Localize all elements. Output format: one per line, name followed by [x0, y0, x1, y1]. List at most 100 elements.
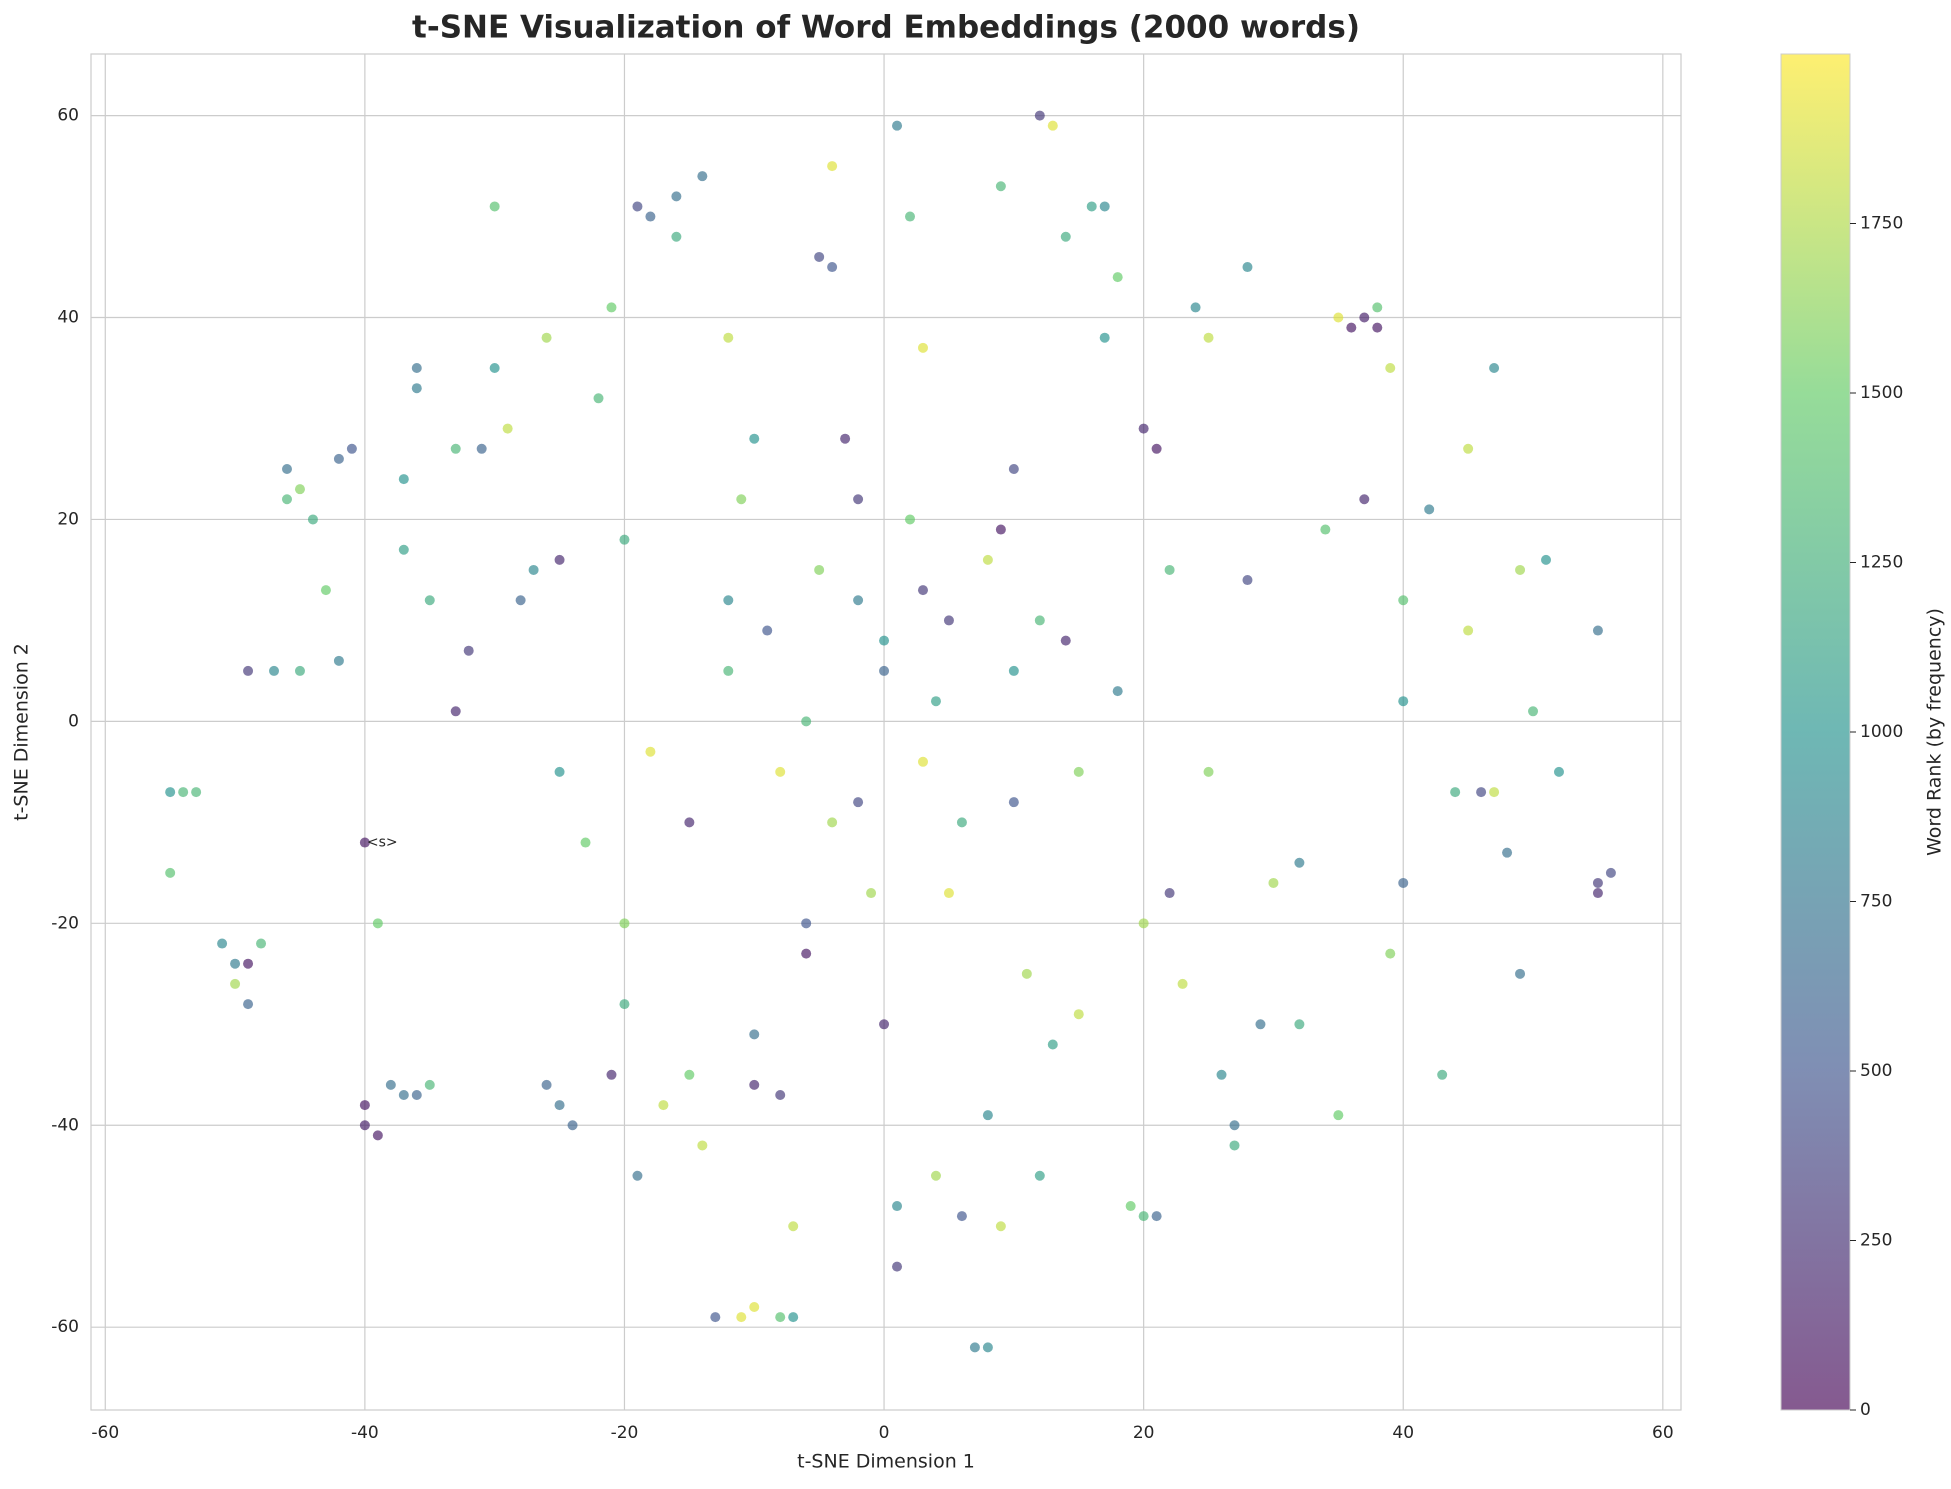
point [723, 332, 734, 343]
point [1424, 504, 1435, 515]
point [736, 494, 747, 505]
point [1216, 1069, 1227, 1080]
point [917, 342, 928, 353]
point [697, 1140, 708, 1151]
point [840, 433, 851, 444]
point [593, 393, 604, 404]
point [528, 564, 539, 575]
point [1138, 423, 1149, 434]
point [294, 665, 305, 676]
point [320, 585, 331, 596]
point [736, 1312, 747, 1323]
point [1034, 110, 1045, 121]
point [450, 706, 461, 717]
point [1592, 877, 1603, 888]
point [281, 494, 292, 505]
point [1125, 1201, 1136, 1212]
point [892, 1201, 903, 1212]
point [398, 1089, 409, 1100]
point [269, 665, 280, 676]
point [398, 474, 409, 485]
point [995, 524, 1006, 535]
point [619, 999, 630, 1010]
point [346, 443, 357, 454]
point [671, 231, 682, 242]
y-tick-label: 40 [57, 308, 79, 328]
point [943, 888, 954, 899]
point [775, 766, 786, 777]
x-tick-label: 60 [1652, 1423, 1674, 1443]
point [723, 665, 734, 676]
point [1553, 766, 1564, 777]
point [1515, 968, 1526, 979]
point [995, 1221, 1006, 1232]
point [1346, 322, 1357, 333]
y-axis-label: t-SNE Dimension 2 [11, 643, 33, 821]
point [1398, 877, 1409, 888]
point [723, 595, 734, 606]
point [606, 1069, 617, 1080]
point [1164, 564, 1175, 575]
point [917, 585, 928, 596]
point [658, 1100, 669, 1111]
point [1229, 1140, 1240, 1151]
point [1294, 857, 1305, 868]
point [1112, 686, 1123, 697]
point [1008, 665, 1019, 676]
point [606, 302, 617, 313]
point [1112, 272, 1123, 283]
point [710, 1312, 721, 1323]
point [788, 1221, 799, 1232]
point [956, 817, 967, 828]
colorbar-tick-label: 500 [1860, 1061, 1892, 1081]
point [1385, 948, 1396, 959]
point [1151, 443, 1162, 454]
point [801, 716, 812, 727]
point [827, 262, 838, 273]
point [930, 1170, 941, 1181]
point [1489, 787, 1500, 798]
point [645, 211, 656, 222]
point [1489, 363, 1500, 374]
point [775, 1312, 786, 1323]
point [1268, 877, 1279, 888]
y-tick-label: -20 [51, 913, 79, 933]
point [372, 918, 383, 929]
point [1242, 262, 1253, 273]
point [424, 1079, 435, 1090]
point [1385, 363, 1396, 374]
point [450, 443, 461, 454]
point [1333, 1110, 1344, 1121]
point [191, 787, 202, 798]
annotation: <s> [367, 835, 398, 851]
point [619, 534, 630, 545]
point [969, 1342, 980, 1353]
colorbar-tick-label: 1250 [1860, 553, 1903, 573]
point [632, 201, 643, 212]
point [489, 201, 500, 212]
point [814, 251, 825, 262]
x-tick-label: -20 [611, 1423, 639, 1443]
point [372, 1130, 383, 1141]
point [307, 514, 318, 525]
point [1372, 322, 1383, 333]
point [879, 665, 890, 676]
point [905, 211, 916, 222]
point [476, 443, 487, 454]
point [243, 958, 254, 969]
point [1515, 564, 1526, 575]
x-tick-label: 20 [1133, 1423, 1155, 1443]
colorbar-tick-label: 1500 [1860, 383, 1903, 403]
point [1294, 1019, 1305, 1030]
point [1047, 1039, 1058, 1050]
point [178, 787, 189, 798]
point [879, 1019, 890, 1030]
point [424, 595, 435, 606]
point [671, 191, 682, 202]
y-tick-label: -40 [51, 1115, 79, 1135]
point [1463, 625, 1474, 636]
point [788, 1312, 799, 1323]
point [243, 999, 254, 1010]
point [1177, 978, 1188, 989]
y-tick-label: -60 [51, 1317, 79, 1337]
